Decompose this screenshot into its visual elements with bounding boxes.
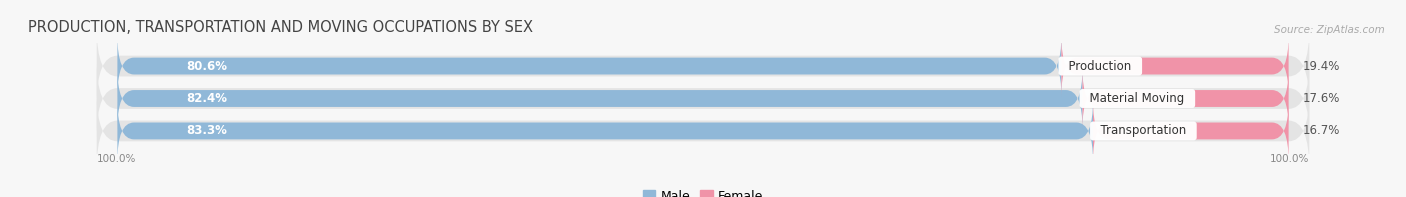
Text: 19.4%: 19.4% (1302, 59, 1340, 72)
FancyBboxPatch shape (97, 93, 1309, 169)
FancyBboxPatch shape (118, 35, 1062, 97)
Text: 83.3%: 83.3% (186, 125, 228, 138)
Text: 16.7%: 16.7% (1302, 125, 1340, 138)
Text: Production: Production (1062, 59, 1139, 72)
FancyBboxPatch shape (1062, 35, 1288, 97)
Text: Source: ZipAtlas.com: Source: ZipAtlas.com (1274, 24, 1385, 34)
FancyBboxPatch shape (97, 28, 1309, 104)
FancyBboxPatch shape (97, 60, 1309, 137)
Text: PRODUCTION, TRANSPORTATION AND MOVING OCCUPATIONS BY SEX: PRODUCTION, TRANSPORTATION AND MOVING OC… (28, 20, 533, 34)
Text: Transportation: Transportation (1092, 125, 1194, 138)
Text: 100.0%: 100.0% (1270, 154, 1309, 164)
Text: 17.6%: 17.6% (1302, 92, 1340, 105)
Text: 82.4%: 82.4% (186, 92, 228, 105)
FancyBboxPatch shape (1092, 100, 1288, 162)
FancyBboxPatch shape (1083, 68, 1289, 129)
Legend: Male, Female: Male, Female (638, 185, 768, 197)
Text: 80.6%: 80.6% (186, 59, 228, 72)
Text: 100.0%: 100.0% (97, 154, 136, 164)
FancyBboxPatch shape (118, 100, 1092, 162)
Text: Material Moving: Material Moving (1083, 92, 1192, 105)
FancyBboxPatch shape (118, 68, 1083, 129)
